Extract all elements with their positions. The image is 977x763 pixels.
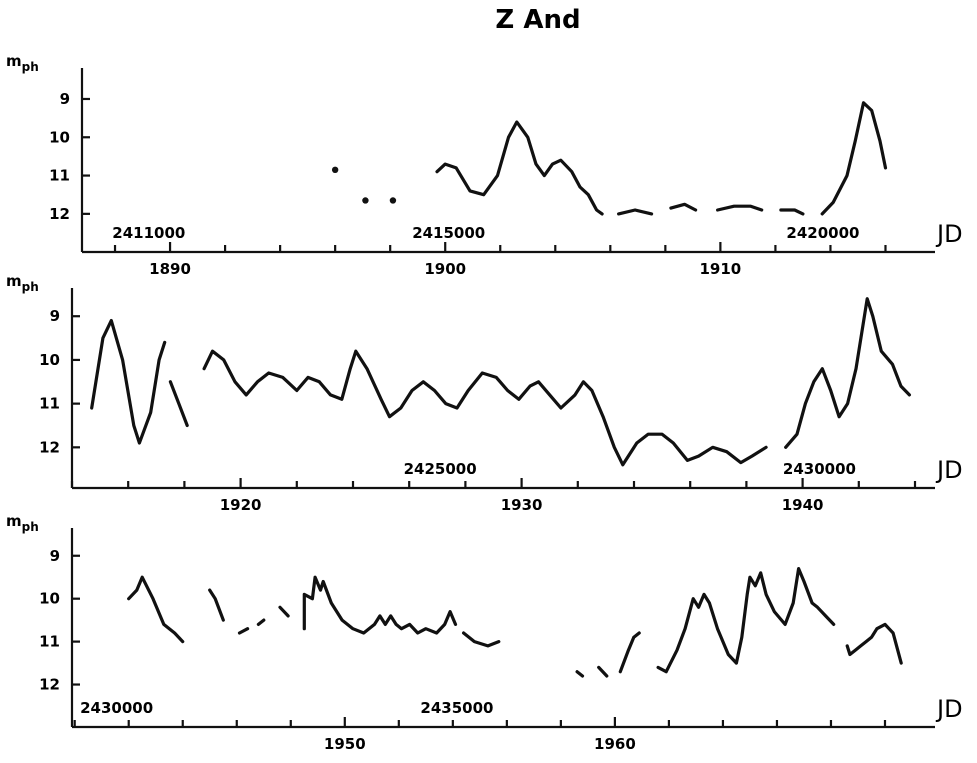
jd-label: 2415000: [412, 224, 485, 242]
y-axis-label: mph: [6, 272, 39, 294]
light-curve-segment: [435, 120, 604, 216]
light-curve-segment: [302, 575, 458, 635]
jd-unit-label: JD: [935, 695, 963, 723]
x-tick-label: 1950: [324, 735, 366, 753]
chart-title: Z And: [495, 5, 580, 35]
jd-label: 2435000: [420, 699, 493, 717]
x-tick-label: 1960: [594, 735, 636, 753]
light-curve-segment: [90, 319, 167, 445]
data-point: [389, 197, 397, 204]
light-curve-segment: [256, 618, 266, 626]
light-curve-segment: [779, 208, 805, 216]
light-curve-segment: [618, 631, 641, 674]
light-curve-segment: [845, 622, 903, 665]
light-curve-segment: [168, 380, 189, 428]
light-curve-segment: [202, 349, 768, 467]
y-tick-label: 10: [39, 351, 60, 369]
jd-label: 2425000: [404, 460, 477, 478]
light-curve-segment: [716, 204, 764, 212]
y-tick-label: 10: [49, 128, 70, 146]
y-tick-label: 11: [39, 633, 60, 651]
light-curve-segment: [237, 627, 250, 635]
x-tick-label: 1930: [501, 496, 543, 514]
light-curve-segment: [462, 631, 501, 648]
light-curve-segment: [656, 567, 836, 674]
y-tick-label: 12: [39, 676, 60, 694]
jd-label: 2420000: [786, 224, 859, 242]
x-tick-label: 1890: [149, 260, 191, 278]
light-curve-segment: [278, 605, 290, 618]
x-tick-label: 1900: [424, 260, 466, 278]
y-axis-label: mph: [6, 512, 39, 534]
x-tick-label: 1920: [220, 496, 262, 514]
light-curve-segment: [784, 297, 911, 449]
x-tick-label: 1940: [782, 496, 824, 514]
jd-unit-label: JD: [935, 220, 963, 248]
light-curve-segment: [208, 588, 225, 622]
panel-3: mph 9 10 11 12 1950 1960 2430000 2435000 JD: [6, 512, 963, 753]
jd-label: 2430000: [80, 699, 153, 717]
y-tick-label: 12: [39, 438, 60, 456]
y-axis-label: mph: [6, 52, 39, 74]
jd-label: 2430000: [783, 460, 856, 478]
y-tick-label: 10: [39, 590, 60, 608]
x-tick-label: 1910: [700, 260, 742, 278]
y-tick-label: 11: [39, 395, 60, 413]
light-curve-segment: [669, 202, 698, 212]
y-tick-label: 11: [49, 167, 70, 185]
y-tick-label: 12: [49, 205, 70, 223]
y-tick-label: 9: [50, 307, 60, 325]
data-point: [362, 197, 369, 204]
panel-2: mph 9 10 11 12 1920 1930 1940 2425000 2430000 JD: [6, 272, 963, 514]
panels-group: mph 9 10 11 12 1890 1900 1910 2411000 2415000 2420…: [6, 52, 963, 753]
light-curve-segment: [575, 670, 585, 678]
light-curve-segment: [127, 575, 185, 644]
light-curve-segment: [617, 208, 654, 216]
y-tick-label: 9: [50, 547, 60, 565]
data-point: [331, 166, 339, 174]
jd-label: 2411000: [112, 224, 185, 242]
jd-unit-label: JD: [935, 456, 963, 484]
light-curve-segment: [820, 101, 888, 216]
y-tick-label: 9: [60, 90, 70, 108]
light-curve-segment: [597, 665, 609, 678]
panel-1: mph 9 10 11 12 1890 1900 1910 2411000 2415000 2420…: [6, 52, 963, 278]
